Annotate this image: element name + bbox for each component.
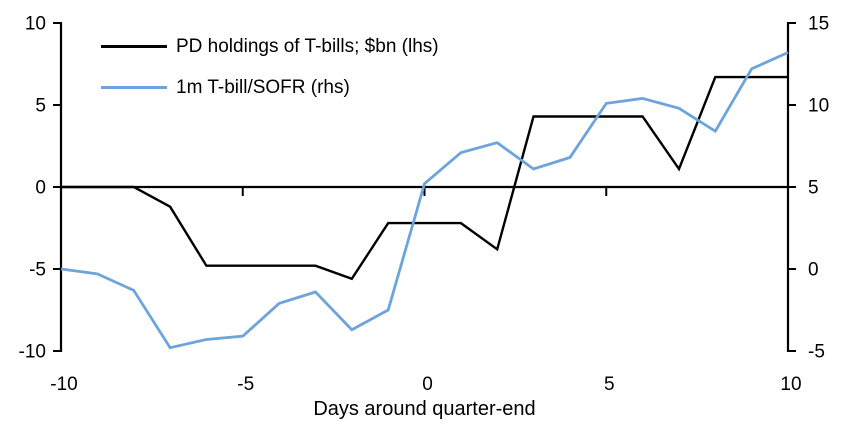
- right-axis-tick-label: 15: [808, 14, 829, 35]
- left-axis-tick-label: 10: [25, 14, 46, 35]
- x-axis-tick-label: 0: [422, 374, 433, 395]
- right-axis-tick-label: 10: [808, 96, 829, 117]
- left-axis-tick-label: -10: [19, 342, 46, 363]
- x-axis-tick-label: 5: [604, 374, 615, 395]
- right-axis-tick-label: 5: [808, 178, 819, 199]
- legend-line-sample-blue: [101, 86, 167, 89]
- legend-line-sample-black: [101, 45, 167, 48]
- right-axis-tick-label: 0: [808, 260, 819, 281]
- right-axis-tick-label: -5: [808, 342, 825, 363]
- left-axis-tick-label: -5: [29, 260, 46, 281]
- series-line-tbill-sofr: [60, 51, 789, 350]
- legend-label: 1m T-bill/SOFR (rhs): [176, 77, 350, 98]
- legend-label: PD holdings of T-bills; $bn (lhs): [176, 36, 439, 57]
- left-axis-tick-label: 0: [35, 178, 46, 199]
- x-axis-tick-label: -5: [237, 374, 254, 395]
- series-line-pd-holdings: [61, 75, 788, 281]
- legend-item-pd-holdings: PD holdings of T-bills; $bn (lhs): [101, 34, 439, 59]
- legend-item-tbill-sofr: 1m T-bill/SOFR (rhs): [101, 75, 439, 100]
- x-axis-tick-label: 10: [780, 374, 801, 395]
- left-axis-tick-label: 5: [35, 96, 46, 117]
- x-axis-title: Days around quarter-end: [313, 398, 535, 420]
- x-axis-tick-label: -10: [50, 374, 77, 395]
- legend: PD holdings of T-bills; $bn (lhs) 1m T-b…: [101, 34, 439, 116]
